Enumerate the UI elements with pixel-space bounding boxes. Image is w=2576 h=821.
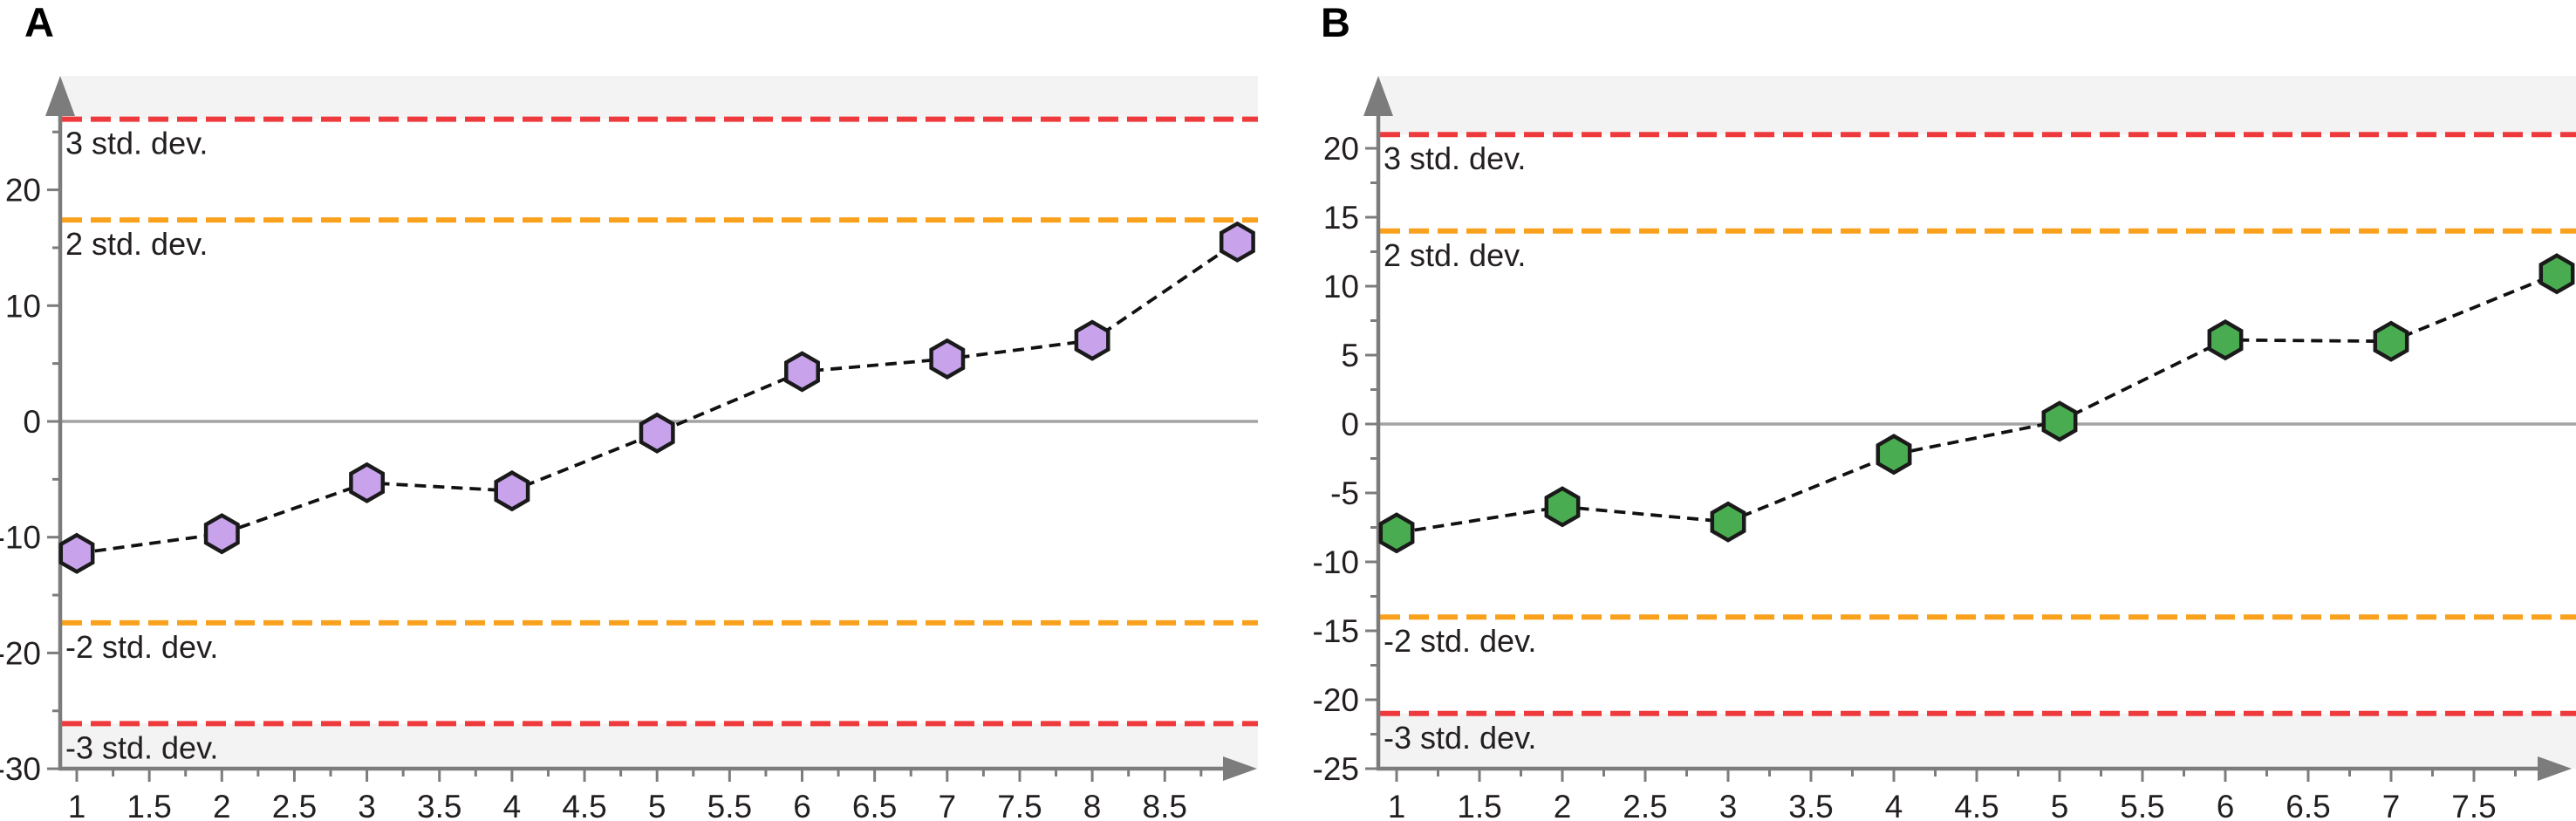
- data-point-hexagon: [58, 532, 95, 574]
- x-tick-label: 2: [1554, 789, 1572, 821]
- x-tick-label: 6.5: [852, 789, 897, 821]
- x-tick-label: 5.5: [2120, 789, 2164, 821]
- lower-out-of-control-band: [60, 723, 1258, 769]
- data-point-hexagon: [349, 462, 386, 503]
- y-tick-label: 10: [1323, 269, 1359, 304]
- y-tick-label: -10: [1313, 544, 1359, 580]
- x-tick-label: 4: [503, 789, 522, 821]
- x-tick-label: 2.5: [272, 789, 317, 821]
- y-tick-label: 10: [5, 288, 41, 324]
- data-point-hexagon: [1710, 501, 1746, 543]
- control-line-label: 2 std. dev.: [65, 226, 208, 262]
- y-axis-arrow-icon: [1363, 76, 1393, 116]
- x-tick-label: 3: [1719, 789, 1738, 821]
- x-tick-label: 7: [939, 789, 957, 821]
- panel-label-b: B: [1321, 0, 1350, 45]
- y-tick-label: -25: [1313, 751, 1359, 787]
- control-line-label: 3 std. dev.: [1384, 140, 1526, 176]
- lower-out-of-control-band: [1378, 713, 2576, 769]
- data-point-hexagon: [1074, 319, 1110, 361]
- control-line-label: 3 std. dev.: [65, 126, 208, 161]
- x-tick-label: 6.5: [2286, 789, 2330, 821]
- y-tick-label: 0: [23, 404, 41, 440]
- x-tick-label: 7.5: [2451, 789, 2496, 821]
- data-point-hexagon: [2373, 320, 2409, 362]
- data-point-hexagon: [2207, 319, 2244, 361]
- data-point-hexagon: [1219, 221, 1255, 263]
- x-tick-label: 8.5: [1143, 789, 1187, 821]
- x-tick-label: 5: [648, 789, 666, 821]
- upper-out-of-control-band: [1378, 76, 2576, 135]
- y-axis-arrow-icon: [45, 76, 75, 116]
- x-tick-label: 1: [1388, 789, 1406, 821]
- x-tick-label: 8: [1083, 789, 1102, 821]
- x-tick-label: 7.5: [997, 789, 1042, 821]
- x-axis-arrow-icon: [1223, 756, 1257, 781]
- y-tick-label: 20: [1323, 131, 1359, 167]
- control-line-label: 2 std. dev.: [1384, 237, 1526, 273]
- x-tick-label: 6: [793, 789, 811, 821]
- y-tick-label: 15: [1323, 200, 1359, 236]
- x-tick-label: 7: [2382, 789, 2401, 821]
- x-tick-label: 4.5: [562, 789, 606, 821]
- data-point-hexagon: [2041, 400, 2078, 442]
- control-line-label: -3 std. dev.: [65, 729, 218, 765]
- data-series-line: [76, 240, 1239, 556]
- data-point-hexagon: [1876, 434, 1912, 475]
- x-tick-label: 1.5: [126, 789, 171, 821]
- y-tick-label: 5: [1341, 338, 1359, 373]
- data-point-hexagon: [784, 351, 820, 393]
- data-point-hexagon: [2538, 253, 2575, 295]
- upper-out-of-control-band: [60, 76, 1258, 120]
- data-point-hexagon: [203, 513, 240, 555]
- y-tick-label: -5: [1330, 475, 1359, 511]
- data-point-hexagon: [929, 338, 966, 380]
- y-tick-label: -30: [0, 751, 41, 787]
- data-point-hexagon: [639, 412, 675, 454]
- y-tick-label: -10: [0, 520, 41, 556]
- x-tick-label: 6: [2217, 789, 2235, 821]
- x-tick-label: 3.5: [417, 789, 461, 821]
- y-tick-label: 0: [1341, 407, 1359, 442]
- control-line-label: -2 std. dev.: [65, 629, 218, 665]
- y-tick-label: -15: [1313, 613, 1359, 649]
- chart-a: 3 std. dev. 2 std. dev. -2 std. dev. -3 std…: [0, 76, 1258, 821]
- control-line-label: -2 std. dev.: [1384, 623, 1536, 659]
- data-point-hexagon: [494, 470, 530, 512]
- data-point-hexagon: [1378, 512, 1415, 554]
- x-tick-label: 3.5: [1788, 789, 1833, 821]
- x-tick-label: 2.5: [1623, 789, 1667, 821]
- data-point-hexagon: [1544, 486, 1581, 528]
- x-tick-label: 5.5: [707, 789, 752, 821]
- control-line-label: -3 std. dev.: [1384, 720, 1536, 756]
- chart-b: 3 std. dev. 2 std. dev. -2 std. dev. -3 std…: [1313, 76, 2576, 821]
- y-tick-label: -20: [0, 635, 41, 671]
- y-tick-label: 20: [5, 173, 41, 209]
- x-axis-arrow-icon: [2538, 756, 2572, 781]
- x-tick-label: 4: [1885, 789, 1903, 821]
- x-tick-label: 2: [213, 789, 231, 821]
- x-tick-label: 1.5: [1457, 789, 1501, 821]
- x-tick-label: 4.5: [1954, 789, 1999, 821]
- x-tick-label: 3: [358, 789, 376, 821]
- panel-label-a: A: [24, 0, 54, 45]
- y-tick-label: -20: [1313, 682, 1359, 718]
- x-tick-label: 5: [2051, 789, 2069, 821]
- x-tick-label: 1: [68, 789, 86, 821]
